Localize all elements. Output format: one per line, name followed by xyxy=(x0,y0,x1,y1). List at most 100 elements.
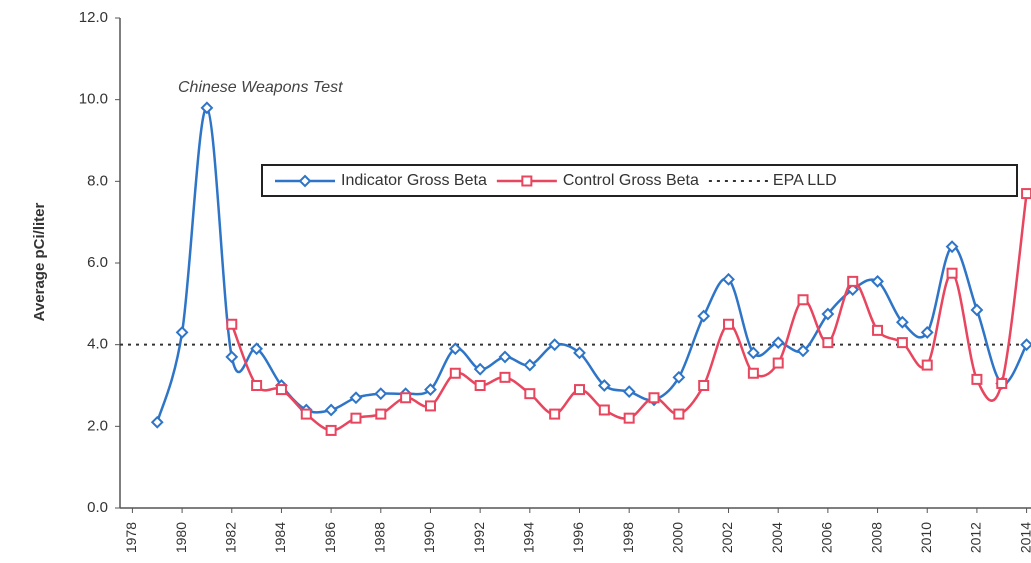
y-tick-label: 2.0 xyxy=(87,417,108,434)
marker xyxy=(251,380,263,391)
marker xyxy=(896,337,908,349)
x-tick-label: 2008 xyxy=(868,522,884,553)
x-tick-label: 2010 xyxy=(918,522,934,553)
marker xyxy=(350,412,362,424)
marker xyxy=(722,272,735,286)
marker xyxy=(498,350,512,364)
marker xyxy=(324,403,338,417)
marker xyxy=(1021,188,1031,200)
marker xyxy=(871,274,884,288)
marker xyxy=(374,387,388,401)
legend-marker xyxy=(521,175,533,187)
x-tick-label: 1982 xyxy=(222,522,238,553)
x-tick-label: 1980 xyxy=(173,522,189,553)
marker xyxy=(473,362,487,376)
y-tick-label: 12.0 xyxy=(79,9,108,26)
marker xyxy=(771,336,785,350)
y-tick-label: 10.0 xyxy=(79,91,108,108)
marker xyxy=(548,338,562,352)
marker xyxy=(349,391,363,405)
marker xyxy=(523,358,537,372)
marker xyxy=(970,303,984,317)
marker xyxy=(920,326,934,339)
marker xyxy=(597,379,611,392)
marker xyxy=(424,400,436,412)
marker xyxy=(225,350,239,364)
marker xyxy=(698,380,710,391)
x-tick-label: 2000 xyxy=(670,522,686,553)
legend-box xyxy=(261,164,1018,197)
marker xyxy=(648,392,660,404)
marker xyxy=(872,324,884,336)
marker xyxy=(723,318,735,330)
marker xyxy=(971,373,983,385)
marker xyxy=(623,412,635,424)
marker xyxy=(921,359,933,371)
marker xyxy=(673,408,685,420)
x-tick-label: 2004 xyxy=(769,522,785,553)
marker xyxy=(996,377,1008,389)
marker xyxy=(945,240,959,254)
x-tick-label: 2002 xyxy=(719,522,735,553)
x-tick-label: 1984 xyxy=(272,522,288,553)
marker xyxy=(400,392,412,404)
y-axis-label: Average pCi/liter xyxy=(31,203,48,322)
marker xyxy=(772,357,784,369)
marker xyxy=(499,371,511,383)
marker xyxy=(746,346,760,360)
marker xyxy=(697,309,711,323)
legend-marker xyxy=(298,174,312,188)
annotation: Chinese Weapons Test xyxy=(178,79,343,96)
marker xyxy=(448,342,462,356)
marker xyxy=(424,383,437,396)
marker xyxy=(275,384,287,396)
marker xyxy=(375,408,387,420)
legend: Indicator Gross Beta Control Gross Beta EP… xyxy=(261,164,1018,197)
marker xyxy=(797,294,809,306)
x-tick-label: 2006 xyxy=(819,522,835,553)
marker xyxy=(226,318,238,330)
marker xyxy=(1020,338,1031,352)
x-tick-label: 2014 xyxy=(1017,522,1031,553)
marker xyxy=(946,267,958,279)
marker xyxy=(573,346,586,360)
marker xyxy=(598,404,610,416)
x-tick-label: 1992 xyxy=(471,522,487,553)
legend-label: Indicator Gross Beta xyxy=(341,172,487,189)
marker xyxy=(622,385,636,399)
y-tick-label: 8.0 xyxy=(87,172,108,189)
marker xyxy=(150,415,164,429)
marker xyxy=(300,408,312,420)
marker xyxy=(524,388,536,400)
marker xyxy=(549,408,561,420)
legend-label: Control Gross Beta xyxy=(563,172,699,189)
y-tick-label: 4.0 xyxy=(87,336,108,353)
marker xyxy=(821,307,835,321)
marker xyxy=(895,315,909,329)
y-tick-label: 0.0 xyxy=(87,499,108,516)
x-tick-label: 2012 xyxy=(968,522,984,553)
marker xyxy=(250,342,264,356)
marker xyxy=(449,367,461,379)
x-tick-label: 1990 xyxy=(421,522,437,553)
x-tick-label: 1986 xyxy=(322,522,338,553)
x-tick-label: 1978 xyxy=(123,522,139,553)
marker xyxy=(574,384,585,396)
marker xyxy=(175,326,189,339)
marker xyxy=(796,344,810,358)
marker xyxy=(747,367,759,379)
x-tick-label: 1998 xyxy=(620,522,636,553)
x-tick-label: 1996 xyxy=(570,522,586,553)
y-tick-label: 6.0 xyxy=(87,254,108,271)
marker xyxy=(474,380,486,391)
series-line xyxy=(156,106,1028,423)
marker xyxy=(672,370,686,384)
x-tick-label: 1994 xyxy=(521,522,537,553)
marker xyxy=(822,337,834,349)
x-tick-label: 1988 xyxy=(372,522,388,553)
marker xyxy=(200,101,214,115)
legend-label: EPA LLD xyxy=(773,172,837,189)
marker xyxy=(325,424,337,436)
marker xyxy=(847,275,859,287)
